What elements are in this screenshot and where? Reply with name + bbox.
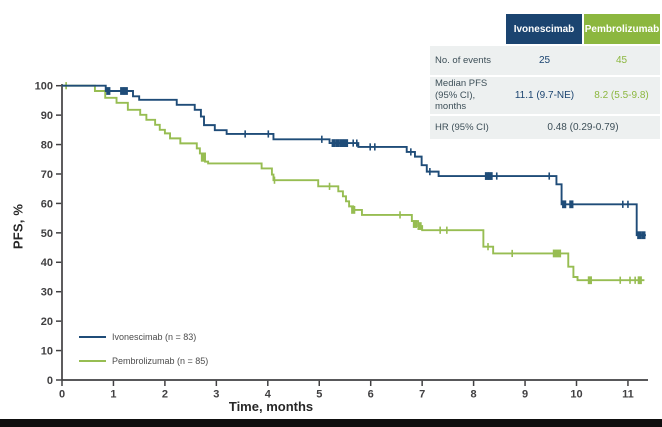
y-axis-title: PFS, % bbox=[10, 203, 26, 250]
x-tick-label: 7 bbox=[419, 389, 425, 401]
row-label-median-pfs: Median PFS (95% CI), months bbox=[430, 78, 506, 112]
hr-value: 0.48 (0.29-0.79) bbox=[547, 122, 619, 133]
ivonescimab-line-swatch bbox=[79, 336, 106, 338]
median-pfs-label-line2: (95% CI), months bbox=[435, 89, 476, 113]
x-tick-label: 10 bbox=[570, 389, 582, 401]
stats-table: Ivonescimab Pembrolizumab No. of events … bbox=[430, 14, 660, 139]
ivonescimab-median-pfs-value: 11.1 (9.7-NE) bbox=[514, 90, 575, 101]
pembrolizumab-events-value: 45 bbox=[615, 55, 628, 66]
y-tick-label: 60 bbox=[41, 198, 53, 210]
legend-item-pembrolizumab: Pembrolizumab (n = 85) bbox=[79, 349, 208, 373]
y-tick-label: 0 bbox=[47, 375, 53, 387]
legend: Ivonescimab (n = 83) Pembrolizumab (n = … bbox=[79, 325, 208, 373]
ivonescimab-curve bbox=[62, 84, 646, 237]
legend-label-ivonescimab: Ivonescimab (n = 83) bbox=[112, 332, 197, 342]
pembrolizumab-column-header: Pembrolizumab bbox=[584, 14, 660, 44]
table-row: Median PFS (95% CI), months 11.1 (9.7-NE… bbox=[430, 77, 660, 114]
y-tick-label: 30 bbox=[41, 287, 53, 299]
stats-table-header: Ivonescimab Pembrolizumab bbox=[506, 14, 660, 44]
legend-item-ivonescimab: Ivonescimab (n = 83) bbox=[79, 325, 208, 349]
y-tick-label: 70 bbox=[41, 169, 53, 181]
pembrolizumab-curve bbox=[62, 84, 645, 282]
x-tick-label: 11 bbox=[622, 389, 634, 401]
x-tick-label: 9 bbox=[522, 389, 528, 401]
row-label-hr: HR (95% CI) bbox=[435, 121, 489, 133]
median-pfs-label-line1: Median PFS bbox=[435, 78, 488, 90]
bottom-divider-bar bbox=[0, 419, 662, 427]
x-tick-label: 4 bbox=[265, 389, 272, 401]
table-row: No. of events 25 45 bbox=[430, 46, 660, 75]
x-axis-title: Time, months bbox=[228, 399, 314, 414]
x-tick-label: 0 bbox=[59, 389, 65, 401]
x-tick-label: 1 bbox=[110, 389, 116, 401]
x-tick-label: 6 bbox=[368, 389, 374, 401]
ivonescimab-events-value: 25 bbox=[538, 55, 551, 66]
x-tick-label: 3 bbox=[213, 389, 219, 401]
y-tick-label: 90 bbox=[41, 110, 53, 122]
x-tick-label: 2 bbox=[162, 389, 168, 401]
y-tick-label: 100 bbox=[35, 81, 53, 93]
pembrolizumab-median-pfs-value: 8.2 (5.5-9.8) bbox=[594, 90, 649, 101]
pembrolizumab-line-swatch bbox=[79, 360, 106, 362]
y-tick-label: 80 bbox=[41, 139, 53, 151]
y-tick-label: 40 bbox=[41, 257, 53, 269]
ivonescimab-column-header: Ivonescimab bbox=[506, 14, 582, 44]
y-tick-label: 10 bbox=[41, 345, 53, 357]
table-row: HR (95% CI) 0.48 (0.29-0.79) bbox=[430, 116, 660, 139]
x-tick-label: 8 bbox=[471, 389, 477, 401]
x-tick-label: 5 bbox=[316, 389, 322, 401]
y-tick-label: 50 bbox=[41, 228, 53, 240]
y-tick-label: 20 bbox=[41, 316, 53, 328]
row-label-events: No. of events bbox=[435, 54, 491, 66]
legend-label-pembrolizumab: Pembrolizumab (n = 85) bbox=[112, 356, 209, 366]
